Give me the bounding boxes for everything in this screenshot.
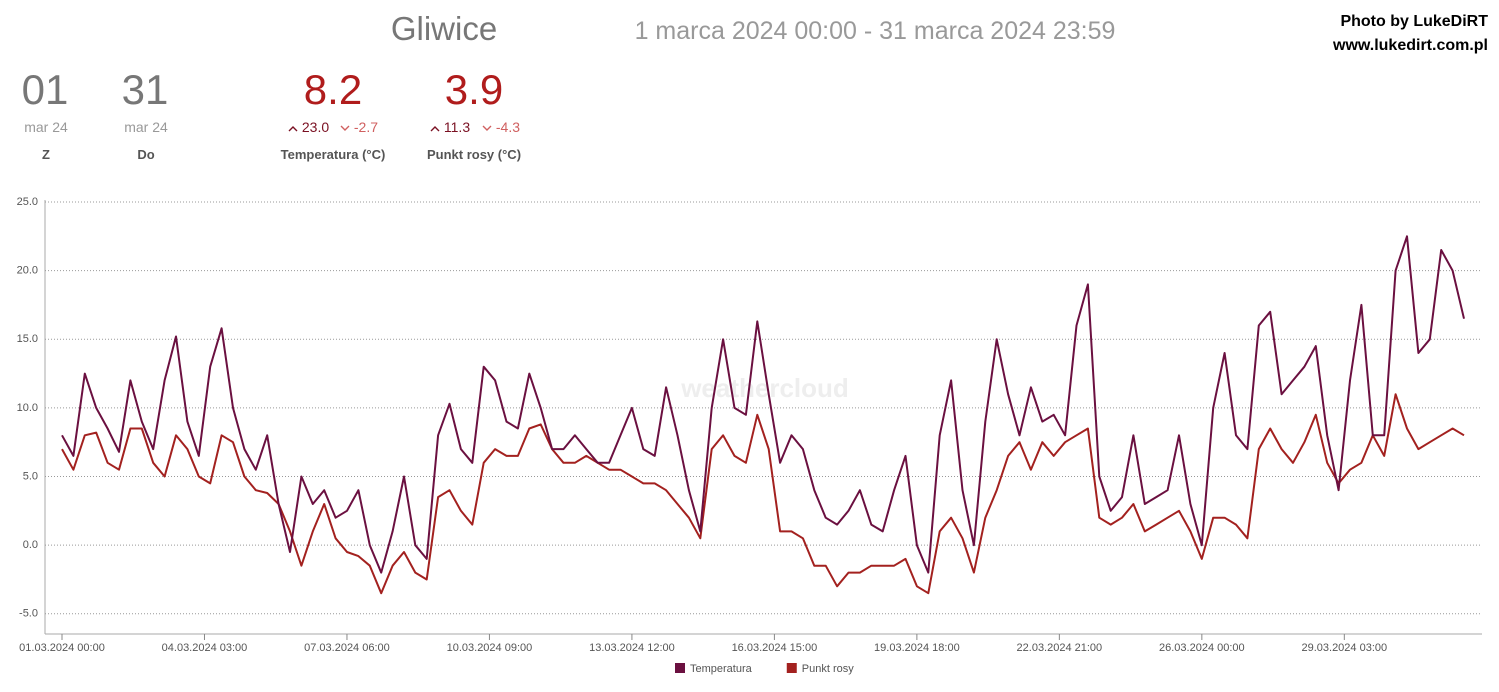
x-tick-label: 29.03.2024 03:00 [1301, 642, 1387, 654]
stat-value: 8.2 [303, 66, 363, 113]
down-icon [340, 125, 350, 131]
y-tick-label: 25.0 [17, 196, 38, 208]
line-series [61, 235, 1465, 574]
x-tick-label: 22.03.2024 21:00 [1017, 642, 1103, 654]
legend-swatch [786, 663, 797, 673]
y-tick-label: 0.0 [23, 539, 38, 551]
stat-max: 23.0 [288, 119, 329, 135]
stat-min-value: -4.3 [495, 119, 521, 135]
stat-sub: mar 24 [124, 119, 168, 135]
x-tick-label: 04.03.2024 03:00 [162, 642, 248, 654]
x-tick-label: 13.03.2024 12:00 [589, 642, 675, 654]
stat-max-value: 23.0 [301, 119, 330, 135]
date-range: 1 marca 2024 00:00 - 31 marca 2024 23:59 [634, 17, 1116, 45]
x-tick-label: 26.03.2024 00:00 [1159, 642, 1245, 654]
stat-value: 01 [21, 66, 69, 113]
stat-sub: mar 24 [24, 119, 68, 135]
up-icon [288, 126, 298, 132]
stat-min: -2.7 [340, 119, 378, 135]
stat-label: Do [137, 147, 155, 162]
down-icon [482, 125, 492, 131]
stat-max-value: 11.3 [443, 119, 471, 135]
x-tick-label: 01.03.2024 00:00 [19, 642, 105, 654]
y-tick-label: -5.0 [19, 608, 38, 620]
line-series [61, 393, 1465, 595]
stat-label: Punkt rosy (°C) [426, 147, 522, 162]
watermark: weathercloud [680, 373, 849, 403]
stat-value: 31 [121, 66, 169, 113]
legend-label: Punkt rosy [802, 663, 854, 675]
y-tick-label: 5.0 [23, 470, 38, 482]
stat-label: Temperatura (°C) [280, 147, 386, 162]
stat-label: Z [42, 147, 50, 162]
x-tick-label: 19.03.2024 18:00 [874, 642, 960, 654]
legend-swatch [675, 663, 685, 673]
stat-min: -4.3 [482, 119, 520, 135]
up-icon [430, 126, 440, 132]
x-tick-label: 10.03.2024 09:00 [447, 642, 533, 654]
legend-label: Temperatura [690, 663, 753, 675]
stat-min-value: -2.7 [353, 119, 379, 135]
credit-site: www.lukedirt.com.pl [1333, 37, 1488, 54]
credit: Photo by LukeDiRT [1340, 13, 1488, 30]
stat-max: 11.3 [430, 119, 470, 135]
location: Gliwice [390, 10, 498, 47]
x-tick-label: 07.03.2024 06:00 [304, 642, 390, 654]
stat-value: 3.9 [444, 66, 504, 113]
y-tick-label: 10.0 [17, 402, 38, 414]
x-tick-label: 16.03.2024 15:00 [732, 642, 818, 654]
y-tick-label: 20.0 [17, 265, 38, 277]
y-tick-label: 15.0 [17, 333, 38, 345]
